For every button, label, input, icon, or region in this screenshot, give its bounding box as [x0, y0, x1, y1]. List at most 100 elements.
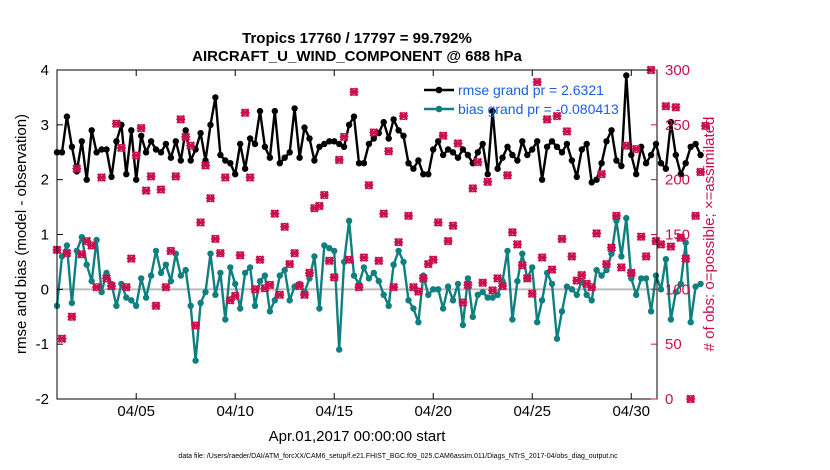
- obs-assimilated-marker: [111, 119, 121, 129]
- bias-point: [657, 286, 665, 293]
- rmse-point: [405, 160, 412, 167]
- y-axis-right-label: # of obs: o=possible; ×=assimilated: [701, 117, 718, 352]
- bias-point: [474, 291, 481, 298]
- y-right-tick-label: 50: [665, 336, 682, 353]
- obs-assimilated-marker: [552, 111, 562, 121]
- obs-assimilated-marker: [399, 111, 409, 121]
- obs-assimilated-marker: [275, 290, 285, 300]
- rmse-point: [197, 129, 204, 137]
- obs-assimilated-marker: [102, 273, 112, 283]
- rmse-point: [642, 160, 650, 167]
- y-tick-label: 4: [41, 62, 49, 79]
- obs-assimilated-marker: [656, 239, 666, 249]
- obs-assimilated-marker: [611, 211, 621, 221]
- rmse-point: [425, 171, 432, 178]
- obs-assimilated-marker: [270, 209, 280, 219]
- rmse-point: [494, 165, 501, 172]
- rmse-point: [365, 140, 373, 148]
- obs-assimilated-marker: [196, 217, 206, 227]
- obs-assimilated-marker: [344, 255, 354, 265]
- bias-point: [350, 272, 358, 279]
- bias-point: [336, 346, 343, 353]
- bias-point: [573, 291, 580, 298]
- obs-assimilated-marker: [245, 173, 255, 182]
- rmse-point: [633, 171, 640, 178]
- bias-point: [311, 253, 318, 260]
- obs-assimilated-marker: [602, 259, 612, 269]
- obs-assimilated-marker: [205, 193, 215, 203]
- rmse-point: [380, 118, 387, 126]
- bias-point: [623, 214, 630, 222]
- rmse-point: [563, 140, 571, 148]
- obs-assimilated-marker: [77, 249, 87, 259]
- rmse-point: [306, 135, 313, 142]
- rmse-point: [538, 176, 546, 183]
- obs-assimilated-marker: [235, 250, 245, 260]
- obs-assimilated-marker: [394, 237, 404, 247]
- obs-assimilated-marker: [151, 301, 161, 311]
- bias-point: [147, 272, 155, 279]
- obs-assimilated-marker: [587, 282, 597, 292]
- bias-point: [563, 283, 571, 290]
- rmse-point: [558, 149, 566, 156]
- rmse-point: [103, 146, 110, 153]
- obs-assimilated-marker: [186, 141, 196, 151]
- bias-point: [633, 291, 640, 298]
- bias-point: [286, 297, 293, 304]
- obs-assimilated-marker: [428, 255, 438, 265]
- rmse-point: [672, 151, 679, 159]
- obs-assimilated-marker: [453, 139, 463, 148]
- bias-point: [365, 275, 373, 282]
- legend-bias-label: bias grand pr = -0.080413: [458, 101, 619, 117]
- obs-assimilated-marker: [349, 87, 359, 97]
- rmse-point: [138, 132, 145, 139]
- rmse-point: [212, 94, 219, 101]
- rmse-point: [623, 72, 630, 79]
- obs-assimilated-marker: [191, 321, 201, 330]
- bias-point: [469, 313, 476, 320]
- obs-assimilated-marker: [626, 268, 636, 278]
- rmse-point: [167, 154, 175, 161]
- rmse-point: [598, 160, 605, 167]
- rmse-point: [519, 138, 526, 145]
- y-tick-label: -2: [36, 391, 49, 408]
- bias-point: [93, 236, 100, 244]
- obs-assimilated-marker: [255, 255, 265, 265]
- bias-point: [316, 305, 323, 312]
- obs-assimilated-marker: [507, 227, 517, 237]
- bias-point: [538, 297, 546, 304]
- bias-point: [504, 247, 511, 255]
- obs-assimilated-marker: [532, 77, 542, 87]
- legend-rmse-marker: [435, 86, 443, 94]
- rmse-point: [316, 143, 323, 150]
- rmse-point: [83, 176, 90, 183]
- obs-assimilated-marker: [567, 251, 577, 261]
- bias-point: [697, 280, 704, 288]
- obs-assimilated-marker: [384, 146, 394, 156]
- rmse-point: [63, 113, 71, 120]
- obs-assimilated-marker: [498, 281, 508, 291]
- bias-point: [138, 275, 145, 282]
- rmse-point: [321, 140, 328, 148]
- bias-point: [241, 269, 249, 277]
- ticks-layer: 04/05 04/10 04/15 04/20 04/25 04/30 -2 -1 0 1 2 3 4 0…: [36, 62, 690, 420]
- rmse-point: [430, 146, 437, 153]
- obs-assimilated-marker: [304, 268, 314, 278]
- rmse-point: [266, 154, 274, 161]
- rmse-point: [400, 132, 407, 139]
- obs-assimilated-marker: [374, 256, 384, 266]
- obs-assimilated-marker: [354, 282, 364, 292]
- obs-assimilated-marker: [577, 270, 587, 280]
- rmse-point: [340, 143, 348, 150]
- rmse-point: [514, 157, 521, 164]
- obs-assimilated-marker: [557, 234, 567, 244]
- bias-point: [558, 308, 566, 315]
- rmse-point: [395, 127, 402, 134]
- rmse-point: [251, 140, 259, 148]
- obs-assimilated-marker: [592, 228, 602, 238]
- bias-point: [271, 297, 278, 304]
- rmse-point: [524, 151, 531, 159]
- bias-point: [588, 297, 595, 304]
- obs-assimilated-marker: [681, 254, 691, 264]
- rmse-point: [133, 176, 140, 183]
